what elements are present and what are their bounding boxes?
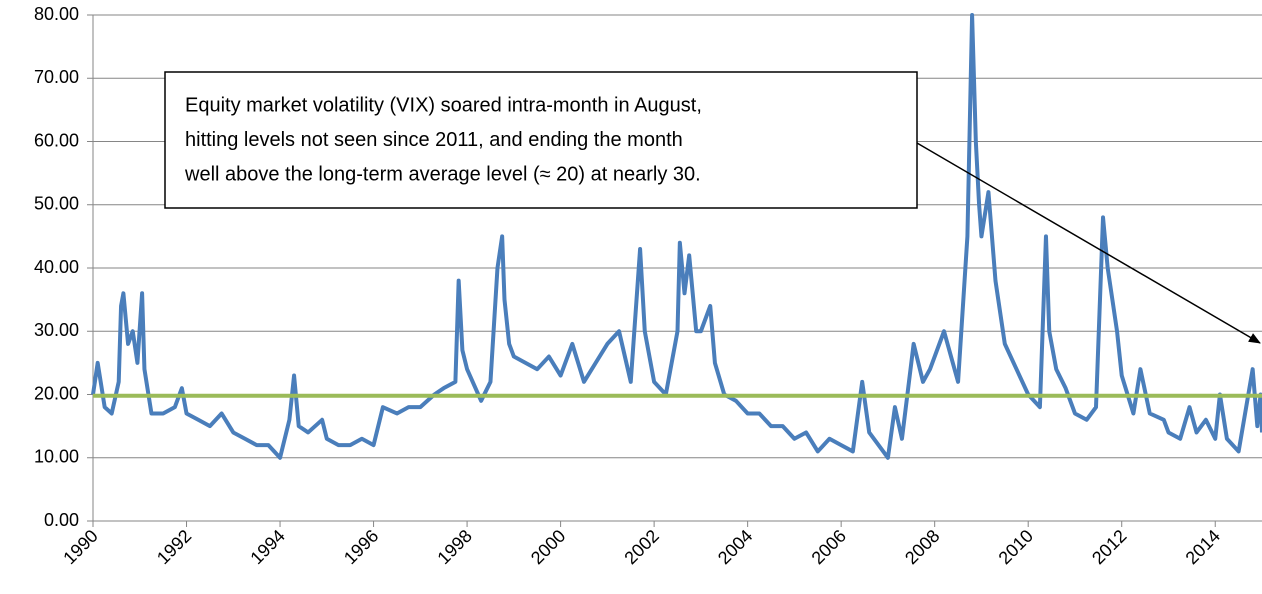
y-tick-label: 20.00	[34, 383, 79, 403]
data-line	[91, 13, 1262, 460]
annotation-box	[164, 71, 918, 209]
annotation-text: well above the long-term average level (…	[184, 163, 701, 185]
y-tick-label: 0.00	[44, 510, 79, 530]
x-tick-label: 2008	[901, 526, 943, 568]
annotation-text: Equity market volatility (VIX) soared in…	[185, 94, 702, 116]
y-tick-label: 50.00	[34, 194, 79, 214]
x-tick-label: 1994	[246, 526, 288, 568]
x-tick-label: 1996	[340, 526, 382, 568]
x-tick-label: 2000	[527, 526, 569, 568]
x-tick-label: 2010	[995, 526, 1037, 568]
y-tick-label: 80.00	[34, 4, 79, 24]
y-tick-label: 70.00	[34, 67, 79, 87]
annotation-arrow	[916, 142, 1261, 344]
x-tick-label: 2006	[808, 526, 850, 568]
y-tick-label: 10.00	[34, 447, 79, 467]
annotation-text: hitting levels not seen since 2011, and …	[185, 129, 683, 151]
x-tick-label: 2004	[714, 526, 756, 568]
y-tick-label: 60.00	[34, 130, 79, 150]
x-tick-label: 2012	[1088, 526, 1130, 568]
y-tick-label: 40.00	[34, 257, 79, 277]
x-tick-label: 1990	[59, 526, 101, 568]
annotation: Equity market volatility (VIX) soared in…	[164, 71, 1261, 344]
x-tick-label: 1998	[433, 526, 475, 568]
x-tick-label: 2014	[1182, 526, 1224, 568]
x-tick-label: 2002	[620, 526, 662, 568]
y-tick-label: 30.00	[34, 320, 79, 340]
x-tick-label: 1992	[153, 526, 195, 568]
plot-area	[91, 13, 1262, 460]
